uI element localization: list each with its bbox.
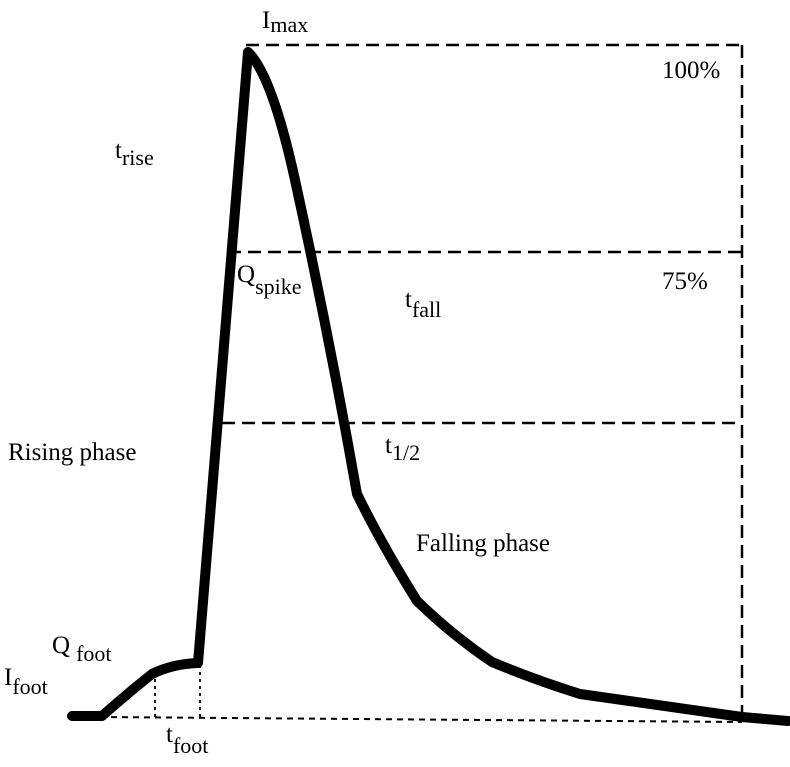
t-half-label: t1/2 [385, 432, 420, 465]
100-percent-label: 100% [662, 57, 720, 84]
75-percent-label: 75% [662, 268, 708, 295]
i-foot-label: Ifoot [4, 664, 48, 699]
t-rise-label: trise [115, 137, 154, 170]
t-fall-label: tfall [405, 286, 441, 322]
q-spike-label: Qspike [237, 261, 302, 299]
imax-label: Imax [262, 7, 308, 37]
t-foot-label: tfoot [166, 721, 208, 758]
rising-phase-label: Rising phase [8, 439, 136, 466]
spike-curve [67, 47, 790, 726]
baseline-line [99, 716, 743, 723]
falling-phase-label: Falling phase [416, 530, 550, 557]
